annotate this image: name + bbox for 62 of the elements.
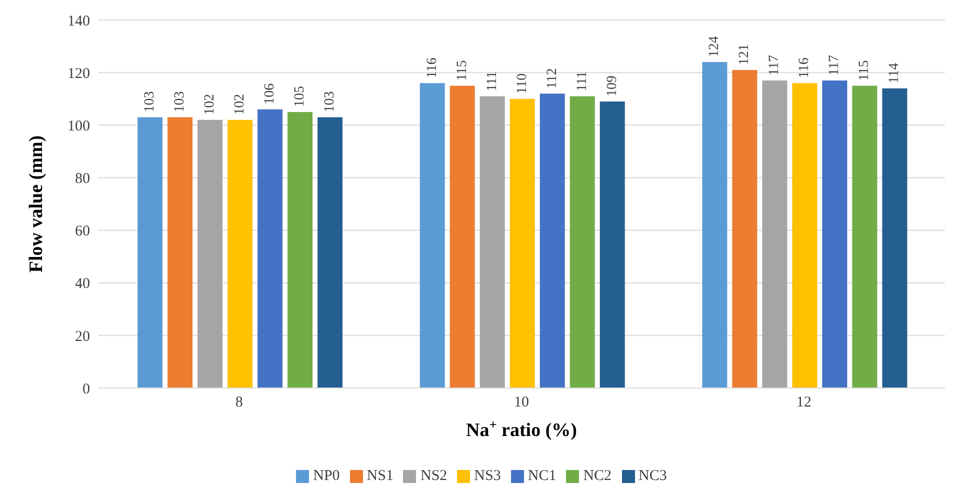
bar — [288, 112, 313, 388]
legend-label: NP0 — [313, 468, 340, 484]
data-label: 109 — [604, 75, 620, 96]
data-label: 121 — [737, 44, 752, 65]
bar — [822, 80, 848, 388]
x-tick-label: 10 — [514, 394, 529, 411]
bar — [852, 86, 878, 388]
data-label: 102 — [232, 94, 248, 115]
bar — [228, 120, 253, 388]
y-tick-label: 100 — [68, 118, 90, 134]
data-label: 111 — [574, 71, 590, 92]
data-label: 117 — [767, 54, 782, 76]
bar — [540, 94, 565, 388]
data-label: 114 — [887, 62, 902, 84]
bar — [510, 98, 535, 388]
legend-label: NS2 — [420, 468, 448, 484]
bar — [480, 96, 505, 388]
legend-label: NS3 — [474, 468, 501, 484]
legend-label: NC2 — [583, 468, 612, 484]
data-label: 115 — [857, 60, 872, 81]
legend-label: NS1 — [366, 468, 394, 484]
y-tick-label: 60 — [75, 224, 90, 240]
bar — [168, 117, 193, 388]
bar — [450, 86, 475, 388]
y-axis-title: Flow value (mm) — [26, 135, 47, 273]
data-label: 117 — [827, 54, 842, 76]
x-tick-label: 12 — [796, 394, 812, 411]
bar — [420, 83, 445, 388]
bar — [138, 117, 163, 388]
data-label: 115 — [454, 60, 470, 81]
data-label: 103 — [142, 91, 158, 112]
data-label: 112 — [544, 68, 560, 89]
data-label: 116 — [797, 58, 812, 78]
data-label: 105 — [292, 86, 308, 107]
data-label: 103 — [322, 91, 338, 112]
bar — [198, 120, 223, 388]
y-tick-label: 20 — [75, 328, 90, 345]
bar — [882, 88, 908, 388]
bar — [702, 62, 728, 388]
x-tick-label: 8 — [235, 394, 243, 411]
data-label: 110 — [514, 73, 530, 94]
y-tick-label: 80 — [75, 171, 90, 188]
bar — [792, 83, 818, 388]
y-tick-label: 120 — [68, 66, 90, 82]
data-label: 111 — [484, 71, 500, 92]
bar — [570, 96, 595, 388]
legend-label: NC1 — [528, 468, 556, 484]
bar — [258, 109, 283, 388]
y-tick-label: 40 — [75, 276, 90, 292]
y-tick-label: 0 — [82, 381, 90, 398]
y-tick-label: 140 — [68, 13, 90, 30]
bar — [762, 80, 788, 388]
data-label: 102 — [202, 94, 218, 115]
bar — [732, 70, 758, 388]
x-axis-title: Na$^{+}$ ratio (%) — [466, 416, 578, 441]
legend-label: NC3 — [638, 468, 667, 484]
bar — [600, 101, 625, 388]
data-label: 116 — [424, 58, 440, 78]
data-label: 124 — [707, 36, 722, 58]
data-label: 103 — [172, 91, 188, 112]
bar — [318, 117, 343, 388]
data-label: 106 — [262, 83, 278, 104]
